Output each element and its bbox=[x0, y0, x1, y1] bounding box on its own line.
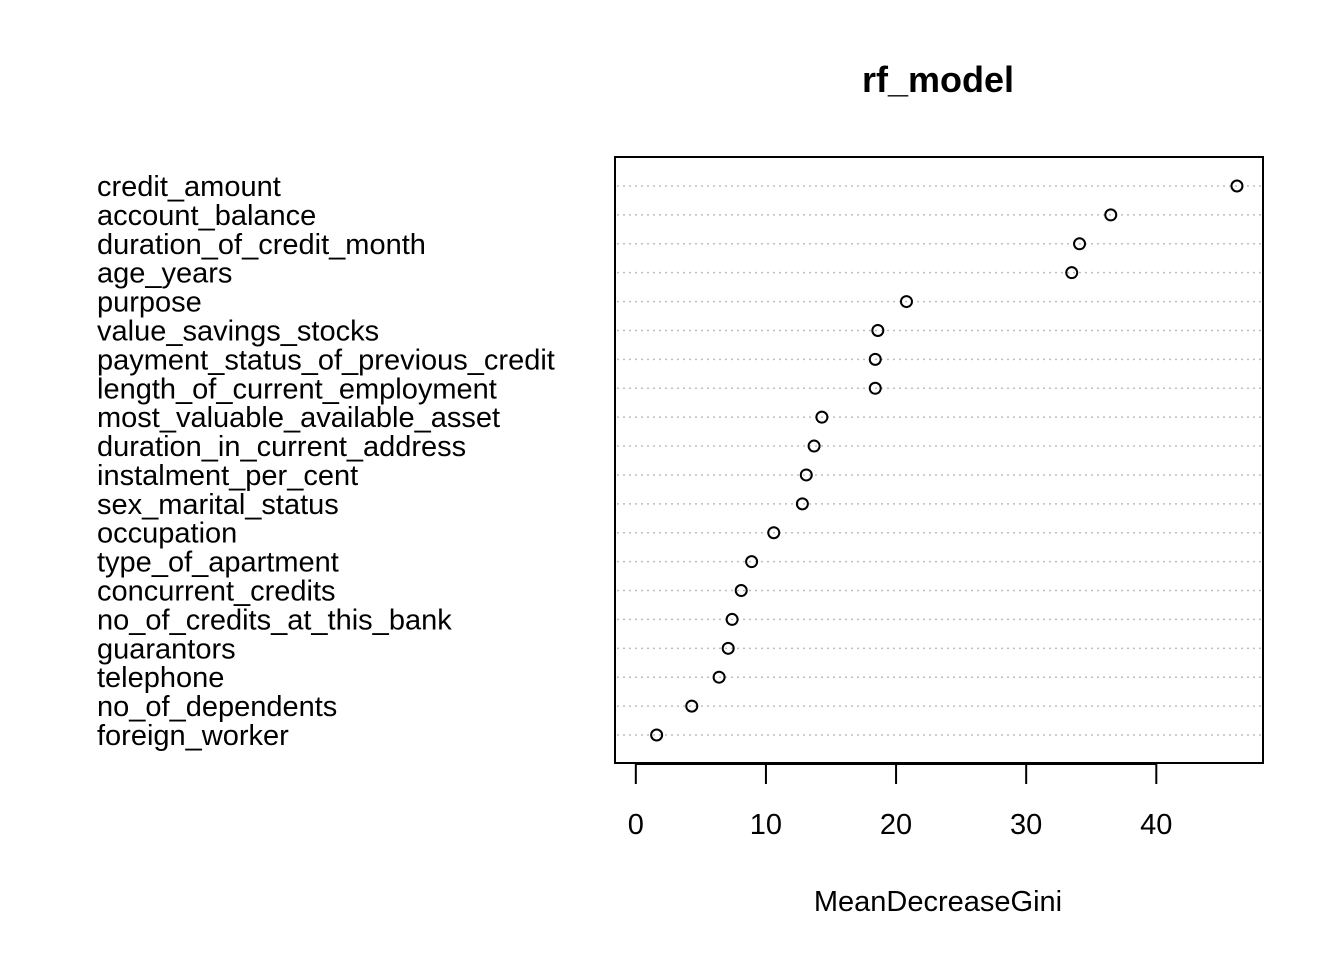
data-point bbox=[1065, 266, 1079, 280]
data-point bbox=[1073, 237, 1087, 251]
data-point bbox=[685, 699, 699, 713]
data-point bbox=[795, 497, 809, 511]
category-label: purpose bbox=[97, 287, 202, 319]
data-point bbox=[734, 584, 748, 598]
plot-frame bbox=[614, 156, 1264, 764]
data-point bbox=[868, 352, 882, 366]
data-point bbox=[745, 555, 759, 569]
x-tick-label: 30 bbox=[1010, 809, 1042, 841]
data-point bbox=[1230, 179, 1244, 193]
x-axis: 0 10 20 30 40 bbox=[628, 763, 1172, 841]
category-label: value_savings_stocks bbox=[97, 315, 379, 347]
data-point bbox=[721, 641, 735, 655]
category-label: duration_of_credit_month bbox=[97, 229, 426, 261]
x-tick-label: 20 bbox=[880, 809, 912, 841]
category-label: payment_status_of_previous_credit bbox=[97, 344, 555, 376]
category-label: guarantors bbox=[97, 633, 236, 665]
data-point bbox=[767, 526, 781, 540]
category-label: most_valuable_available_asset bbox=[97, 402, 500, 434]
category-label: age_years bbox=[97, 258, 232, 290]
category-label: account_balance bbox=[97, 200, 316, 232]
x-tick-label: 40 bbox=[1140, 809, 1172, 841]
data-point bbox=[650, 728, 664, 742]
data-point bbox=[799, 468, 813, 482]
chart-title: rf_model bbox=[862, 59, 1014, 100]
category-label: foreign_worker bbox=[97, 720, 289, 752]
category-label: no_of_dependents bbox=[97, 691, 337, 723]
data-point bbox=[868, 381, 882, 395]
x-axis-label: MeanDecreaseGini bbox=[814, 886, 1062, 918]
data-point bbox=[815, 410, 829, 424]
category-label: telephone bbox=[97, 662, 224, 694]
data-points bbox=[650, 179, 1244, 742]
category-labels: credit_amountaccount_balanceduration_of_… bbox=[97, 171, 555, 752]
category-label: occupation bbox=[97, 518, 237, 550]
category-label: no_of_credits_at_this_bank bbox=[97, 604, 452, 636]
category-label: instalment_per_cent bbox=[97, 460, 358, 492]
x-tick-label: 0 bbox=[628, 809, 644, 841]
category-label: type_of_apartment bbox=[97, 547, 339, 579]
data-point bbox=[1104, 208, 1118, 222]
data-point bbox=[871, 323, 885, 337]
category-label: duration_in_current_address bbox=[97, 431, 466, 463]
grid-lines bbox=[617, 185, 1261, 736]
x-tick-label: 10 bbox=[750, 809, 782, 841]
category-label: credit_amount bbox=[97, 171, 281, 203]
category-label: length_of_current_employment bbox=[97, 373, 497, 405]
data-point bbox=[899, 295, 913, 309]
category-label: sex_marital_status bbox=[97, 489, 339, 521]
data-point bbox=[725, 612, 739, 626]
data-point bbox=[807, 439, 821, 453]
category-label: concurrent_credits bbox=[97, 576, 336, 608]
data-point bbox=[712, 670, 726, 684]
